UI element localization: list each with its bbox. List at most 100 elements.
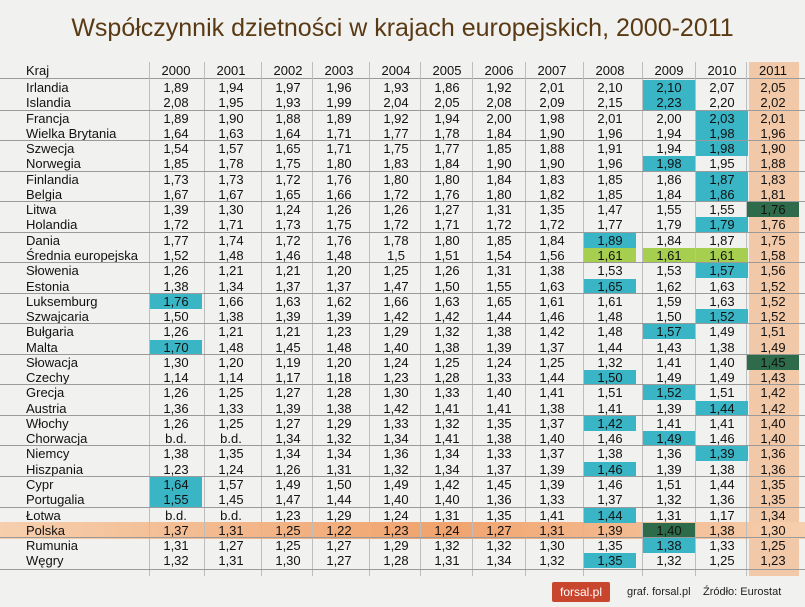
table-cell: 1,89 (326, 111, 352, 126)
table-cell: 1,20 (326, 263, 352, 278)
table-cell: 1,24 (275, 202, 301, 217)
table-cell: 1,38 (643, 538, 695, 553)
table-cell: 1,52 (163, 248, 189, 263)
table-cell: 1,38 (539, 401, 565, 416)
forsal-logo: forsal.pl (552, 582, 610, 602)
table-cell: 1,67 (218, 187, 244, 202)
row-country-label: Holandia (26, 217, 78, 232)
table-cell: 1,36 (486, 492, 512, 507)
table-cell: 1,74 (218, 233, 244, 248)
row-country-label: Portugalia (26, 492, 85, 507)
table-cell: 1,27 (275, 385, 301, 400)
column-divider (204, 62, 205, 576)
table-cell: 1,48 (326, 340, 352, 355)
table-cell: b.d. (165, 431, 187, 446)
table-cell: 1,26 (163, 324, 189, 339)
table-cell: 1,36 (760, 446, 786, 461)
header-year: 2001 (216, 63, 246, 78)
row-country-label: Czechy (26, 370, 70, 385)
table-cell: 1,72 (275, 172, 301, 187)
table-cell: 1,46 (584, 462, 636, 477)
table-cell: 1,57 (696, 263, 748, 278)
table-cell: 1,58 (760, 248, 786, 263)
table-cell: 1,50 (584, 370, 636, 385)
table-cell: 1,49 (275, 477, 301, 492)
table-cell: 1,34 (434, 446, 460, 461)
table-cell: 1,61 (643, 248, 695, 263)
table-cell: 1,33 (434, 385, 460, 400)
table-cell: 1,45 (275, 340, 301, 355)
table-cell: 1,80 (486, 187, 512, 202)
row-divider (0, 476, 805, 477)
table-cell: 1,26 (163, 416, 189, 431)
table-cell: 1,31 (434, 508, 460, 523)
table-cell: 1,34 (486, 553, 512, 568)
table-cell: 1,25 (383, 263, 409, 278)
table-cell: 1,30 (539, 538, 565, 553)
table-cell: 1,30 (383, 385, 409, 400)
table-cell: 1,23 (275, 508, 301, 523)
row-country-label: Niemcy (26, 446, 70, 461)
table-cell: 1,5 (386, 248, 406, 263)
row-divider (0, 232, 805, 233)
table-cell: 1,99 (326, 95, 352, 110)
table-cell: 1,72 (163, 217, 189, 232)
table-cell: 1,75 (275, 156, 301, 171)
table-cell: 1,21 (218, 263, 244, 278)
table-cell: 1,42 (584, 416, 636, 431)
table-cell: 1,31 (434, 553, 460, 568)
table-cell: b.d. (165, 508, 187, 523)
table-cell: 1,72 (486, 217, 512, 232)
table-cell: 1,51 (709, 385, 735, 400)
table-cell: 1,86 (696, 187, 748, 202)
table-cell: 1,35 (760, 477, 786, 492)
table-cell: 1,42 (760, 385, 786, 400)
table-cell: 1,28 (383, 553, 409, 568)
table-cell: 1,36 (760, 462, 786, 477)
row-country-label: Litwa (26, 202, 57, 217)
row-divider (0, 323, 805, 324)
table-cell: 1,35 (597, 538, 623, 553)
table-cell: 1,26 (275, 462, 301, 477)
table-cell: 1,78 (434, 126, 460, 141)
table-cell: 1,89 (163, 111, 189, 126)
header-year: 2004 (381, 63, 411, 78)
table-cell: 1,90 (486, 156, 512, 171)
table-cell: 1,75 (760, 233, 786, 248)
table-cell: 1,47 (383, 279, 409, 294)
header-year: 2007 (537, 63, 567, 78)
table-cell: 1,98 (539, 111, 565, 126)
table-cell: 1,25 (760, 538, 786, 553)
table-cell: 1,34 (275, 446, 301, 461)
table-cell: 1,80 (383, 172, 409, 187)
table-cell: 1,41 (434, 401, 460, 416)
table-cell: 1,37 (539, 446, 565, 461)
table-cell: 1,30 (760, 523, 786, 538)
table-cell: 1,27 (486, 523, 512, 538)
table-cell: 1,78 (218, 156, 244, 171)
table-cell: 1,33 (539, 492, 565, 507)
table-cell: 1,51 (434, 248, 460, 263)
table-cell: 1,62 (656, 279, 682, 294)
table-cell: 1,76 (326, 233, 352, 248)
table-cell: 1,37 (539, 416, 565, 431)
table-cell: 1,33 (218, 401, 244, 416)
table-cell: 1,40 (709, 355, 735, 370)
column-divider (149, 62, 150, 576)
table-cell: 2,05 (434, 95, 460, 110)
row-divider (0, 262, 805, 263)
table-cell: 2,10 (643, 80, 695, 95)
table-cell: 1,44 (597, 340, 623, 355)
table-cell: 1,73 (218, 172, 244, 187)
table-cell: 1,77 (383, 126, 409, 141)
table-cell: 1,31 (486, 202, 512, 217)
table-cell: 1,35 (486, 508, 512, 523)
table-cell: 1,83 (383, 156, 409, 171)
table-cell: 1,37 (597, 492, 623, 507)
table-cell: 1,31 (218, 553, 244, 568)
table-cell: 1,23 (326, 324, 352, 339)
table-cell: 1,81 (760, 187, 786, 202)
table-cell: 1,59 (656, 294, 682, 309)
header-year: 2000 (161, 63, 191, 78)
table-cell: 1,95 (709, 156, 735, 171)
